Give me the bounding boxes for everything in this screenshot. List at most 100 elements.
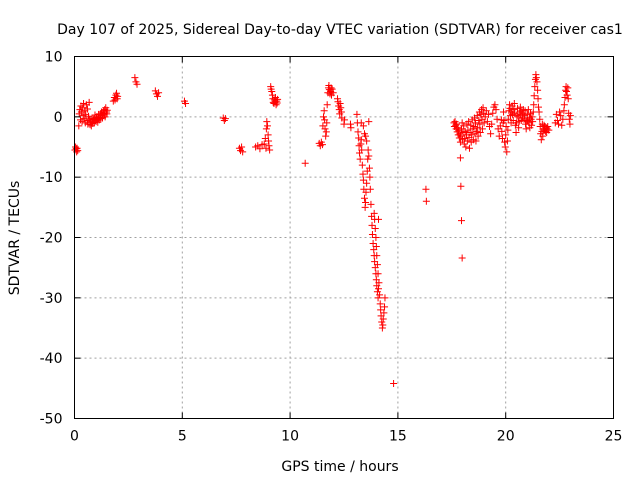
data-point bbox=[473, 127, 481, 135]
data-point bbox=[513, 112, 521, 120]
data-point bbox=[365, 164, 373, 172]
data-point bbox=[376, 291, 384, 299]
y-tick-label: 10 bbox=[45, 50, 63, 66]
data-point bbox=[504, 126, 512, 134]
data-point bbox=[337, 108, 345, 116]
data-point bbox=[364, 155, 372, 163]
data-point bbox=[322, 132, 330, 140]
data-point bbox=[539, 132, 547, 140]
data-point bbox=[556, 108, 564, 116]
data-point bbox=[364, 146, 372, 154]
data-point bbox=[85, 112, 93, 120]
y-tick-label: -30 bbox=[40, 291, 63, 307]
data-point bbox=[362, 188, 370, 196]
data-point bbox=[323, 101, 331, 109]
data-point bbox=[378, 318, 386, 326]
data-point bbox=[151, 87, 159, 95]
data-point bbox=[360, 194, 368, 202]
data-point bbox=[472, 137, 480, 145]
data-point bbox=[75, 122, 83, 130]
data-point bbox=[131, 74, 139, 82]
data-point bbox=[503, 137, 511, 145]
y-tick-label: -40 bbox=[40, 351, 63, 367]
data-point bbox=[112, 91, 120, 99]
data-point bbox=[560, 101, 568, 109]
data-point bbox=[487, 130, 495, 138]
data-point bbox=[374, 215, 382, 223]
data-point bbox=[103, 106, 111, 114]
data-point bbox=[381, 303, 389, 311]
data-point bbox=[357, 136, 365, 144]
x-tick-label: 10 bbox=[281, 429, 299, 445]
data-point bbox=[462, 143, 470, 151]
data-point bbox=[366, 173, 374, 181]
data-point bbox=[510, 100, 518, 108]
x-axis-label: GPS time / hours bbox=[281, 459, 398, 475]
data-point bbox=[528, 113, 536, 121]
data-point bbox=[463, 137, 471, 145]
data-point bbox=[373, 261, 381, 269]
data-point bbox=[356, 155, 364, 163]
data-point bbox=[478, 125, 486, 133]
data-point bbox=[467, 121, 475, 129]
y-tick-label: -10 bbox=[40, 170, 63, 186]
data-point bbox=[473, 112, 481, 120]
data-point bbox=[182, 100, 190, 108]
data-point bbox=[566, 120, 574, 128]
data-point bbox=[530, 101, 538, 109]
data-point bbox=[558, 121, 566, 129]
data-point bbox=[480, 119, 488, 127]
data-point bbox=[355, 142, 363, 150]
data-point bbox=[263, 118, 271, 126]
data-point bbox=[493, 115, 501, 123]
data-point bbox=[534, 95, 542, 103]
data-point bbox=[337, 104, 345, 112]
data-point bbox=[327, 84, 335, 92]
data-point bbox=[503, 148, 511, 156]
data-point bbox=[77, 116, 85, 124]
data-point bbox=[113, 89, 121, 97]
data-point bbox=[372, 234, 380, 241]
data-point bbox=[566, 112, 574, 120]
data-point bbox=[320, 113, 328, 121]
data-point bbox=[353, 110, 361, 118]
data-point bbox=[515, 124, 523, 132]
data-point bbox=[380, 309, 388, 317]
data-point bbox=[562, 87, 570, 95]
data-point bbox=[474, 132, 482, 140]
data-point bbox=[563, 91, 571, 99]
data-point bbox=[501, 143, 509, 151]
data-point bbox=[483, 118, 491, 126]
data-point bbox=[85, 98, 93, 106]
data-point bbox=[470, 122, 478, 130]
data-point bbox=[91, 111, 99, 119]
data-point bbox=[109, 97, 117, 105]
data-point bbox=[458, 217, 466, 225]
data-point bbox=[114, 92, 122, 100]
data-point bbox=[535, 108, 543, 116]
data-point bbox=[372, 243, 380, 251]
data-point bbox=[482, 107, 490, 115]
y-tick-label: -20 bbox=[40, 231, 63, 247]
data-point bbox=[370, 209, 378, 217]
data-point bbox=[553, 116, 561, 124]
data-point bbox=[336, 100, 344, 108]
data-point bbox=[379, 321, 387, 329]
data-point bbox=[368, 230, 376, 238]
data-point bbox=[537, 136, 545, 144]
data-point bbox=[559, 115, 567, 123]
data-point bbox=[456, 154, 464, 162]
data-point bbox=[565, 115, 573, 123]
data-point bbox=[523, 110, 531, 118]
data-point bbox=[354, 128, 362, 136]
data-point bbox=[266, 146, 274, 154]
data-point bbox=[489, 109, 497, 117]
data-point bbox=[362, 132, 370, 140]
data-point bbox=[545, 126, 553, 134]
data-point bbox=[455, 134, 463, 142]
data-point bbox=[422, 185, 430, 193]
data-point bbox=[77, 108, 85, 116]
data-point bbox=[365, 118, 373, 126]
data-point bbox=[328, 85, 336, 93]
